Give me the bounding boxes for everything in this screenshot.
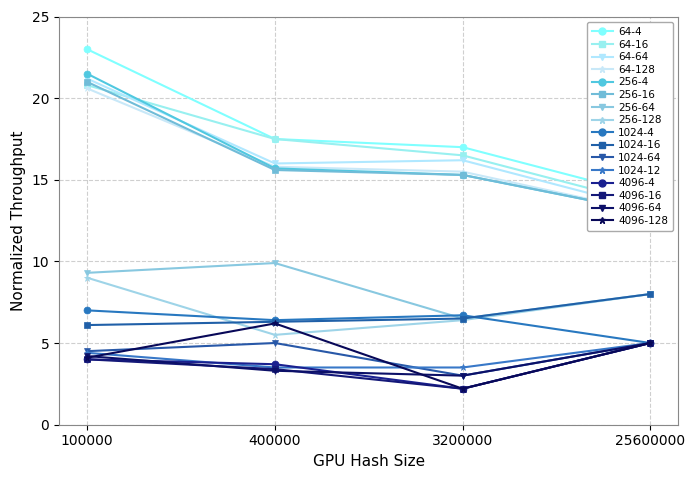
Line: 4096-4: 4096-4 — [84, 339, 654, 392]
1024-16 — [646, 291, 654, 297]
Line: 256-64: 256-64 — [84, 260, 654, 322]
4096-128 — [271, 321, 279, 326]
Line: 1024-12: 1024-12 — [84, 339, 654, 371]
4096-16 — [458, 386, 467, 392]
Line: 4096-128: 4096-128 — [84, 320, 654, 392]
64-16 — [83, 82, 92, 88]
Line: 1024-16: 1024-16 — [84, 290, 654, 328]
1024-12 — [458, 365, 467, 371]
256-16 — [83, 79, 92, 85]
64-16 — [458, 153, 467, 158]
1024-4 — [271, 317, 279, 323]
1024-64 — [646, 340, 654, 346]
256-64 — [271, 260, 279, 266]
Line: 4096-16: 4096-16 — [84, 339, 654, 392]
4096-64 — [271, 368, 279, 373]
256-16 — [458, 172, 467, 178]
Line: 1024-4: 1024-4 — [84, 307, 654, 347]
Legend: 64-4, 64-16, 64-64, 64-128, 256-4, 256-16, 256-64, 256-128, 1024-4, 1024-16, 102: 64-4, 64-16, 64-64, 64-128, 256-4, 256-1… — [587, 22, 673, 231]
64-4 — [83, 47, 92, 52]
Line: 64-16: 64-16 — [84, 82, 654, 208]
64-16 — [271, 136, 279, 142]
256-128 — [646, 291, 654, 297]
64-16 — [646, 202, 654, 207]
4096-64 — [83, 353, 92, 359]
1024-16 — [271, 319, 279, 324]
64-4 — [271, 136, 279, 142]
4096-4 — [646, 340, 654, 346]
4096-16 — [271, 366, 279, 372]
4096-128 — [458, 386, 467, 392]
4096-16 — [83, 357, 92, 362]
256-4 — [646, 210, 654, 216]
Y-axis label: Normalized Throughput: Normalized Throughput — [11, 131, 26, 311]
64-4 — [458, 144, 467, 150]
64-64 — [458, 157, 467, 163]
Line: 4096-64: 4096-64 — [84, 339, 654, 379]
Line: 256-4: 256-4 — [84, 70, 654, 216]
Line: 256-128: 256-128 — [84, 274, 654, 338]
1024-4 — [83, 308, 92, 313]
1024-12 — [646, 340, 654, 346]
Line: 64-4: 64-4 — [84, 46, 654, 200]
256-16 — [271, 167, 279, 173]
64-128 — [271, 164, 279, 169]
256-64 — [458, 316, 467, 322]
64-128 — [83, 85, 92, 91]
256-128 — [458, 317, 467, 323]
1024-64 — [458, 373, 467, 379]
4096-64 — [458, 373, 467, 379]
64-128 — [458, 169, 467, 175]
256-128 — [271, 332, 279, 338]
1024-12 — [83, 350, 92, 356]
64-64 — [271, 161, 279, 167]
4096-4 — [458, 386, 467, 392]
1024-4 — [646, 340, 654, 346]
1024-64 — [271, 340, 279, 346]
256-4 — [458, 172, 467, 178]
64-128 — [646, 210, 654, 216]
256-4 — [271, 166, 279, 171]
256-4 — [83, 71, 92, 77]
4096-4 — [271, 361, 279, 367]
1024-64 — [83, 348, 92, 354]
4096-4 — [83, 357, 92, 362]
64-64 — [83, 76, 92, 82]
64-4 — [646, 193, 654, 199]
4096-128 — [646, 340, 654, 346]
1024-12 — [271, 365, 279, 371]
Line: 1024-64: 1024-64 — [84, 339, 654, 379]
256-128 — [83, 275, 92, 281]
1024-16 — [458, 316, 467, 322]
Line: 64-64: 64-64 — [84, 75, 654, 213]
1024-16 — [83, 322, 92, 328]
Line: 256-16: 256-16 — [84, 78, 654, 216]
4096-16 — [646, 340, 654, 346]
256-64 — [646, 291, 654, 297]
64-64 — [646, 206, 654, 212]
4096-128 — [83, 355, 92, 360]
256-16 — [646, 210, 654, 216]
Line: 64-128: 64-128 — [84, 85, 654, 216]
4096-64 — [646, 340, 654, 346]
1024-4 — [458, 312, 467, 318]
256-64 — [83, 270, 92, 276]
X-axis label: GPU Hash Size: GPU Hash Size — [313, 454, 425, 469]
